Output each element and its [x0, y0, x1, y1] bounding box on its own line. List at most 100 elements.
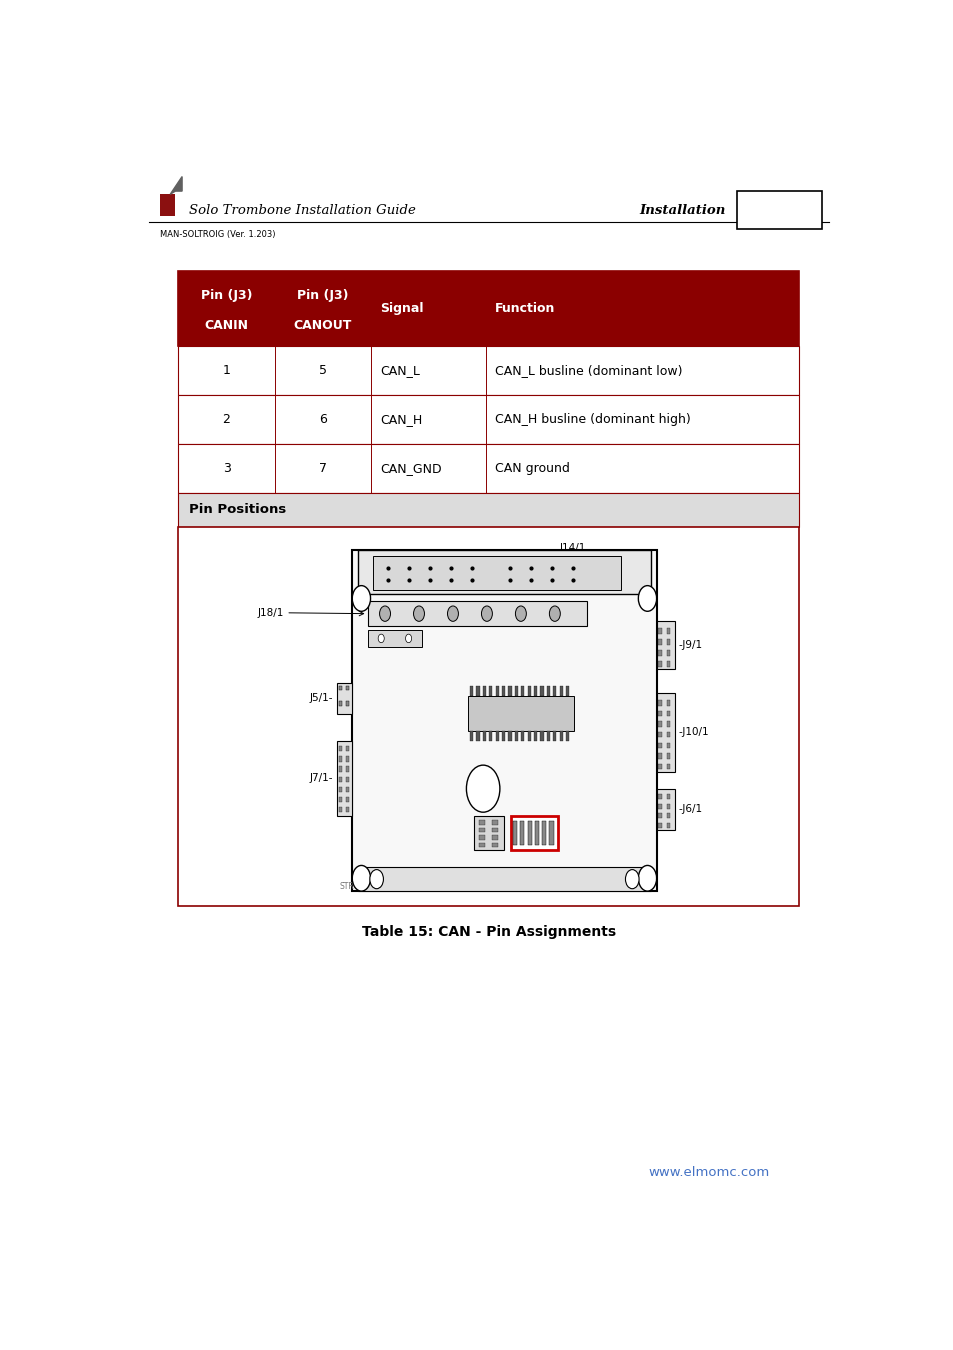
Bar [358, 549, 650, 594]
Bar [338, 776, 341, 782]
Text: J22/1: J22/1 [476, 871, 502, 880]
Bar [346, 701, 349, 706]
Text: CANOUT: CANOUT [294, 319, 352, 332]
Bar [470, 730, 473, 741]
Bar [520, 686, 524, 697]
Text: -J9/1: -J9/1 [678, 640, 702, 651]
Bar [345, 776, 349, 782]
Bar [539, 686, 543, 697]
Text: Pin Positions: Pin Positions [190, 504, 287, 516]
Bar [345, 807, 349, 813]
Bar [478, 842, 484, 848]
Bar [559, 686, 562, 697]
Text: 2: 2 [222, 413, 231, 425]
Bar [178, 271, 799, 346]
Bar [508, 730, 511, 741]
Text: STRO0028: STRO0028 [339, 882, 379, 891]
Bar [489, 730, 492, 741]
Bar [666, 710, 670, 717]
Bar [178, 394, 799, 444]
Bar [666, 639, 670, 645]
Bar [501, 686, 505, 697]
Bar [658, 813, 661, 818]
Bar [534, 730, 537, 741]
Text: Installation: Installation [639, 204, 724, 217]
Text: 7: 7 [318, 462, 327, 475]
Bar [510, 815, 558, 850]
Bar [345, 756, 349, 761]
Circle shape [405, 634, 411, 643]
Text: -J6/1: -J6/1 [678, 805, 702, 814]
Bar [492, 836, 497, 840]
Circle shape [466, 765, 499, 813]
Bar [346, 686, 349, 690]
Bar [549, 821, 553, 845]
Text: CAN_H: CAN_H [379, 413, 421, 425]
Bar [565, 686, 569, 697]
Bar [534, 686, 537, 697]
Bar [352, 549, 656, 891]
Bar [478, 819, 484, 825]
Bar [467, 697, 574, 730]
Text: 5: 5 [318, 364, 327, 377]
Bar [527, 821, 531, 845]
Bar [666, 753, 670, 759]
Bar [666, 732, 670, 737]
Bar [666, 701, 670, 706]
Circle shape [370, 869, 383, 888]
Bar [666, 721, 670, 726]
Bar [492, 819, 497, 825]
Bar [559, 730, 562, 741]
Text: CAN_H busline (dominant high): CAN_H busline (dominant high) [495, 413, 690, 425]
Bar [658, 753, 661, 759]
Bar [520, 730, 524, 741]
Bar [658, 639, 661, 645]
Bar [666, 649, 670, 656]
Bar [553, 730, 556, 741]
Bar [338, 767, 341, 772]
Bar [565, 730, 569, 741]
Bar [736, 192, 821, 228]
Text: 1: 1 [222, 364, 231, 377]
Circle shape [379, 606, 390, 621]
Bar [658, 743, 661, 748]
Bar [367, 601, 586, 626]
Bar [515, 730, 517, 741]
Text: 6: 6 [318, 413, 326, 425]
Circle shape [549, 606, 559, 621]
Text: Pin (J3): Pin (J3) [296, 289, 348, 301]
Bar [515, 686, 517, 697]
Text: www.elmomc.com: www.elmomc.com [648, 1165, 769, 1179]
Text: 3: 3 [222, 462, 231, 475]
Bar [666, 743, 670, 748]
Bar [178, 444, 799, 493]
Text: Pin (J3): Pin (J3) [200, 289, 252, 301]
Bar [658, 803, 661, 809]
Circle shape [447, 606, 458, 621]
Text: J7/1-: J7/1- [310, 774, 333, 783]
Bar [656, 621, 674, 670]
Circle shape [638, 865, 656, 891]
Text: CANIN: CANIN [204, 319, 249, 332]
Circle shape [352, 586, 370, 612]
Bar [513, 821, 517, 845]
Bar [658, 794, 661, 799]
Circle shape [413, 606, 424, 621]
Text: MAN-SOLTROIG (Ver. 1.203): MAN-SOLTROIG (Ver. 1.203) [160, 230, 275, 239]
Bar [656, 693, 674, 772]
Bar [476, 730, 479, 741]
Bar [666, 764, 670, 769]
Text: -J10/1: -J10/1 [678, 728, 708, 737]
Circle shape [638, 586, 656, 612]
Bar [489, 686, 492, 697]
Text: J3/1: J3/1 [524, 871, 543, 880]
Bar [470, 686, 473, 697]
Bar [658, 710, 661, 717]
Bar [658, 649, 661, 656]
Bar [336, 683, 352, 714]
Bar [373, 556, 620, 590]
Text: J18/1: J18/1 [257, 608, 284, 618]
Bar [666, 662, 670, 667]
Text: CAN_GND: CAN_GND [379, 462, 441, 475]
Bar [338, 796, 341, 802]
